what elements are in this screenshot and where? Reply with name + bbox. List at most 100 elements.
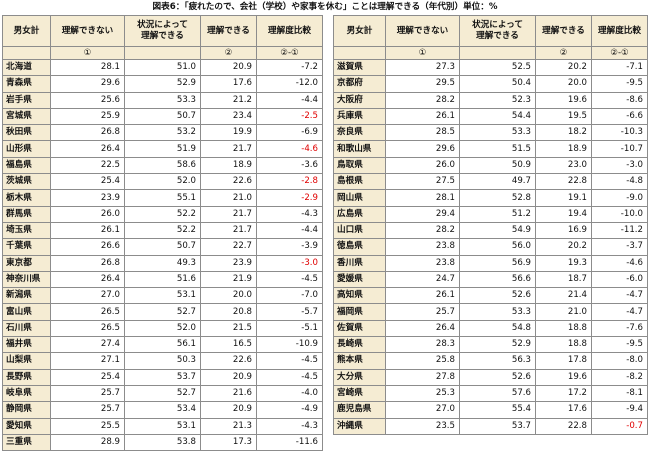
prefecture-cell: 山口県	[333, 221, 386, 240]
depends-cell: 49.7	[459, 173, 536, 191]
table-row: 滋賀県 27.3 52.5 20.2 -7.1	[333, 58, 648, 77]
table-row: 奈良県 28.5 53.3 18.2 -10.3	[333, 124, 648, 142]
depends-cell: 52.0	[124, 173, 201, 191]
subheader-2: ②	[535, 46, 592, 60]
cannot-understand-cell: 28.9	[50, 433, 125, 452]
cannot-understand-cell: 27.4	[50, 336, 125, 354]
table-row: 島根県 27.5 49.7 22.8 -4.8	[333, 173, 648, 191]
depends-cell: 52.9	[459, 336, 536, 354]
comparison-cell: -8.0	[591, 352, 648, 370]
table-row: 大分県 27.8 52.6 19.6 -8.2	[333, 368, 648, 386]
depends-cell: 50.4	[459, 75, 536, 93]
comparison-cell: -11.2	[591, 221, 648, 240]
subheader-1: ①	[385, 46, 460, 60]
left-table-body: 北海道 28.1 51.0 20.9 -7.2 青森県 29.6 52.9 17.6 -12.0 岩…	[2, 58, 323, 452]
header-comparison: 理解度比較	[256, 15, 323, 47]
cannot-understand-cell: 29.5	[385, 75, 460, 93]
comparison-cell: -4.3	[256, 205, 323, 223]
prefecture-cell: 北海道	[2, 58, 51, 77]
cannot-understand-cell: 22.5	[50, 156, 125, 175]
cannot-understand-cell: 26.1	[385, 107, 460, 126]
depends-cell: 56.3	[459, 352, 536, 370]
table-row: 佐賀県 26.4 54.8 18.8 -7.6	[333, 319, 648, 338]
comparison-cell: -4.8	[591, 173, 648, 191]
figure-title: 図表6：「疲れたので、会社（学校）や家事を休む」ことは理解できる（年代別）単位：…	[152, 2, 498, 12]
prefecture-cell: 神奈川県	[2, 270, 51, 289]
cannot-understand-cell: 26.4	[50, 140, 125, 158]
table-row: 富山県 26.5 52.7 20.8 -5.7	[2, 303, 323, 321]
comparison-cell: -4.7	[591, 287, 648, 305]
comparison-cell: -4.4	[256, 91, 323, 109]
prefecture-cell: 宮崎県	[333, 384, 386, 403]
cannot-understand-cell: 25.6	[50, 91, 125, 109]
cannot-understand-cell: 26.4	[385, 319, 460, 338]
cannot-understand-cell: 25.3	[385, 384, 460, 403]
cannot-understand-cell: 27.8	[385, 368, 460, 386]
prefecture-cell: 和歌山県	[333, 140, 386, 158]
can-understand-cell: 19.4	[535, 205, 592, 223]
comparison-cell: -4.6	[591, 254, 648, 272]
table-row: 兵庫県 26.1 54.4 19.5 -6.6	[333, 107, 648, 126]
can-understand-cell: 21.4	[535, 287, 592, 305]
header-can-understand: 理解できる	[200, 15, 257, 47]
depends-cell: 53.1	[124, 287, 201, 305]
depends-cell: 53.3	[459, 124, 536, 142]
table-row: 長野県 25.4 53.7 20.9 -4.5	[2, 368, 323, 386]
prefecture-cell: 福岡県	[333, 303, 386, 321]
cannot-understand-cell: 27.5	[385, 173, 460, 191]
table-row: 和歌山県 29.6 51.5 18.9 -10.7	[333, 140, 648, 158]
table-row: 東京都 26.8 49.3 23.9 -3.0	[2, 254, 323, 272]
comparison-cell: -9.5	[591, 75, 648, 93]
comparison-cell: -4.9	[256, 401, 323, 419]
subheader-blank	[124, 46, 201, 60]
depends-cell: 51.5	[459, 140, 536, 158]
can-understand-cell: 19.9	[200, 124, 257, 142]
prefecture-cell: 岩手県	[2, 91, 51, 109]
table-row: 山形県 26.4 51.9 21.7 -4.6	[2, 140, 323, 158]
prefecture-cell: 京都府	[333, 75, 386, 93]
table-row: 群馬県 26.0 52.2 21.7 -4.3	[2, 205, 323, 223]
comparison-cell: -10.3	[591, 124, 648, 142]
can-understand-cell: 23.0	[535, 156, 592, 175]
comparison-cell: -9.4	[591, 401, 648, 419]
cannot-understand-cell: 29.6	[50, 75, 125, 93]
table-row: 栃木県 23.9 55.1 21.0 -2.9	[2, 189, 323, 207]
depends-cell: 52.9	[124, 75, 201, 93]
table-row: 長崎県 28.3 52.9 18.8 -9.5	[333, 336, 648, 354]
can-understand-cell: 19.3	[535, 254, 592, 272]
cannot-understand-cell: 27.0	[385, 401, 460, 419]
depends-cell: 55.1	[124, 189, 201, 207]
table-row: 福岡県 25.7 53.3 21.0 -4.7	[333, 303, 648, 321]
comparison-cell: -8.6	[591, 91, 648, 109]
can-understand-cell: 17.6	[535, 401, 592, 419]
can-understand-cell: 22.6	[200, 173, 257, 191]
can-understand-cell: 21.5	[200, 319, 257, 338]
can-understand-cell: 21.7	[200, 140, 257, 158]
prefecture-cell: 徳島県	[333, 238, 386, 256]
can-understand-cell: 22.8	[535, 417, 592, 435]
prefecture-cell: 香川県	[333, 254, 386, 272]
comparison-cell: -3.0	[256, 254, 323, 272]
depends-cell: 50.7	[124, 238, 201, 256]
cannot-understand-cell: 25.7	[385, 303, 460, 321]
cannot-understand-cell: 26.0	[50, 205, 125, 223]
prefecture-cell: 石川県	[2, 319, 51, 338]
depends-cell: 52.2	[124, 221, 201, 240]
can-understand-cell: 19.1	[535, 189, 592, 207]
can-understand-cell: 21.2	[200, 91, 257, 109]
comparison-cell: -4.5	[256, 352, 323, 370]
table-row: 埼玉県 26.1 52.2 21.7 -4.4	[2, 221, 323, 240]
table-row: 山口県 28.2 54.9 16.9 -11.2	[333, 221, 648, 240]
prefecture-cell: 青森県	[2, 75, 51, 93]
depends-cell: 56.9	[459, 254, 536, 272]
can-understand-cell: 20.9	[200, 368, 257, 386]
can-understand-cell: 17.3	[200, 433, 257, 452]
can-understand-cell: 22.8	[535, 173, 592, 191]
prefecture-cell: 滋賀県	[333, 58, 386, 77]
cannot-understand-cell: 26.1	[385, 287, 460, 305]
depends-cell: 49.3	[124, 254, 201, 272]
can-understand-cell: 17.8	[535, 352, 592, 370]
depends-cell: 54.8	[459, 319, 536, 338]
header-can-understand: 理解できる	[535, 15, 592, 47]
cannot-understand-cell: 26.8	[50, 124, 125, 142]
